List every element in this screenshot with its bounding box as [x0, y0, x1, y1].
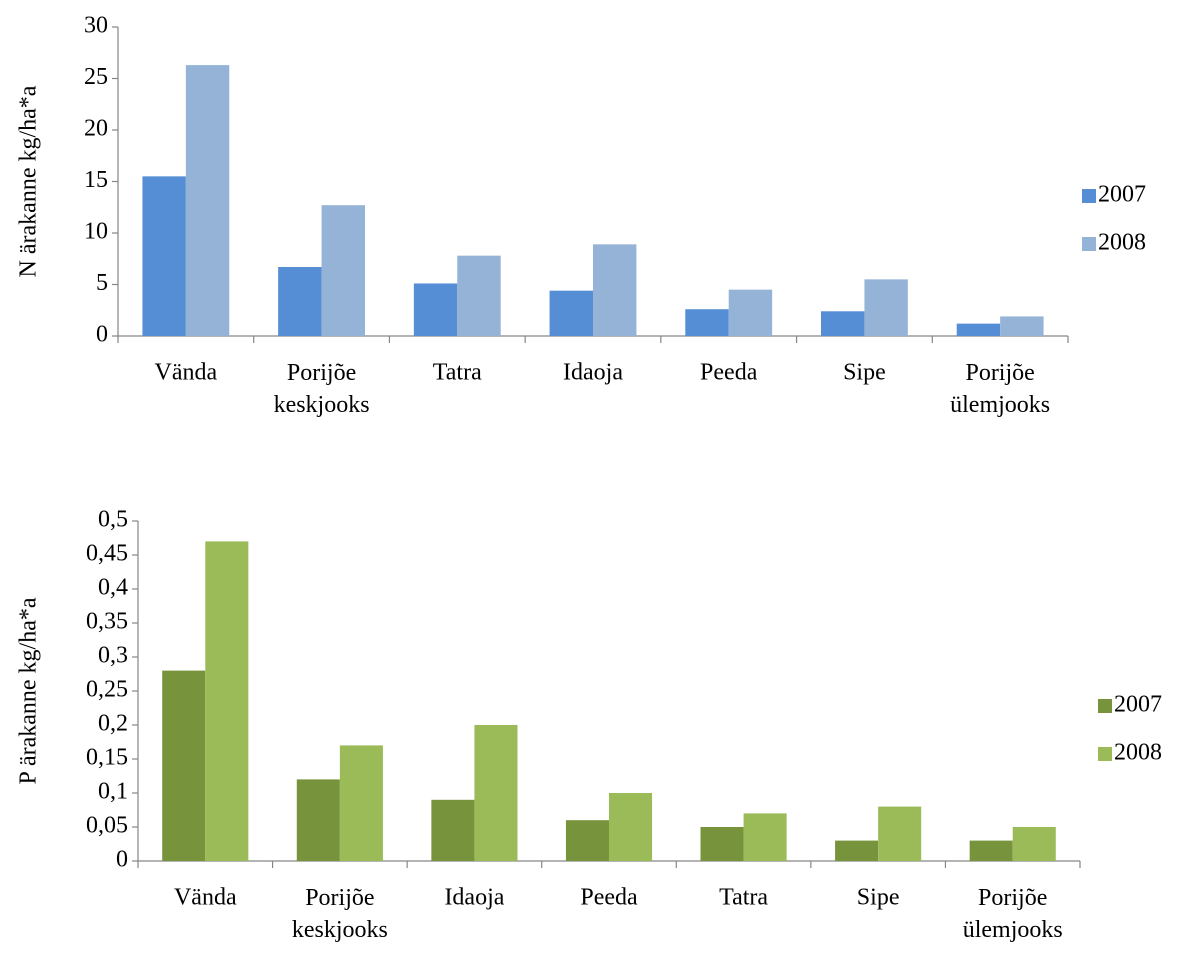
bar: [835, 840, 879, 861]
y-tick-label: 25: [84, 64, 108, 90]
bar: [339, 745, 383, 861]
y-tick-label: 0,45: [86, 541, 128, 567]
chart: N ärakanne kg/ha*a 0 5 10 15 20 25 30 Vända Porij…: [16, 13, 1147, 418]
y-tick-label: 5: [96, 270, 108, 296]
y-tick-label: 20: [84, 116, 108, 142]
bar: [296, 779, 340, 861]
bar: [593, 244, 637, 336]
legend-label: 2008: [1098, 230, 1146, 256]
y-tick-label: 0,5: [98, 507, 128, 533]
x-tick-label: Sipe: [857, 885, 900, 911]
x-tick-label: Idaoja: [563, 360, 623, 386]
bar: [431, 799, 475, 861]
x-tick-label: Vända: [174, 885, 237, 911]
bar: [278, 266, 322, 336]
chart: P ärakanne kg/ha*a 0 0,05 0,1 0,15 0,2 0,25 0,3…: [16, 507, 1163, 943]
bar: [821, 311, 865, 336]
bar: [685, 309, 729, 336]
x-tick-label: Idaoja: [444, 885, 504, 911]
y-tick-label: 0: [96, 322, 108, 348]
y-tick-label: 0,2: [98, 711, 128, 737]
bar: [549, 290, 593, 336]
x-tick-label: Porijõe ülemjooks: [950, 360, 1050, 418]
bar: [1012, 827, 1056, 861]
y-tick-label: 0,15: [86, 745, 128, 771]
bar: [1000, 316, 1044, 336]
legend-swatch: [1082, 237, 1096, 251]
bar: [457, 255, 501, 336]
x-tick-label: Tatra: [433, 360, 482, 386]
bar: [956, 323, 1001, 336]
y-tick-label: 0,4: [98, 575, 128, 601]
y-axis-label: P ärakanne kg/ha*a: [16, 597, 42, 784]
x-tick-label: Sipe: [843, 360, 886, 386]
x-tick-label: Peeda: [700, 360, 758, 386]
legend-swatch: [1082, 189, 1096, 203]
bar: [743, 813, 787, 861]
legend-label: 2008: [1114, 740, 1162, 766]
y-tick-label: 0,05: [86, 813, 128, 839]
bar: [474, 725, 518, 861]
bar: [864, 279, 908, 336]
bar: [700, 827, 744, 861]
y-tick-label: 30: [84, 13, 108, 39]
y-tick-label: 0,1: [98, 779, 128, 805]
bar: [969, 840, 1013, 861]
y-tick-label: 0: [116, 847, 128, 873]
bar: [185, 65, 230, 337]
bar: [565, 820, 609, 861]
y-tick-label: 10: [84, 219, 108, 245]
y-tick-label: 0,35: [86, 609, 128, 635]
y-tick-label: 0,3: [98, 643, 128, 669]
x-tick-label: Vända: [155, 360, 218, 386]
y-tick-label: 15: [84, 167, 108, 193]
x-tick-label: Porijõe keskjooks: [292, 885, 388, 943]
legend-swatch: [1098, 747, 1112, 761]
y-tick-label: 0,25: [86, 677, 128, 703]
x-tick-label: Porijõe ülemjooks: [963, 885, 1063, 943]
bar: [321, 205, 365, 336]
bar: [609, 793, 653, 861]
legend-label: 2007: [1114, 692, 1162, 718]
bar: [413, 283, 458, 336]
bar: [205, 541, 249, 861]
legend-swatch: [1098, 699, 1112, 713]
bar: [162, 670, 206, 861]
bar: [878, 806, 922, 861]
x-tick-label: Tatra: [719, 885, 768, 911]
bar: [728, 289, 773, 336]
x-tick-label: Porijõe keskjooks: [274, 360, 370, 418]
legend-label: 2007: [1098, 182, 1146, 208]
bar: [142, 176, 186, 336]
y-axis-label: N ärakanne kg/ha*a: [16, 85, 42, 277]
x-tick-label: Peeda: [580, 885, 638, 911]
